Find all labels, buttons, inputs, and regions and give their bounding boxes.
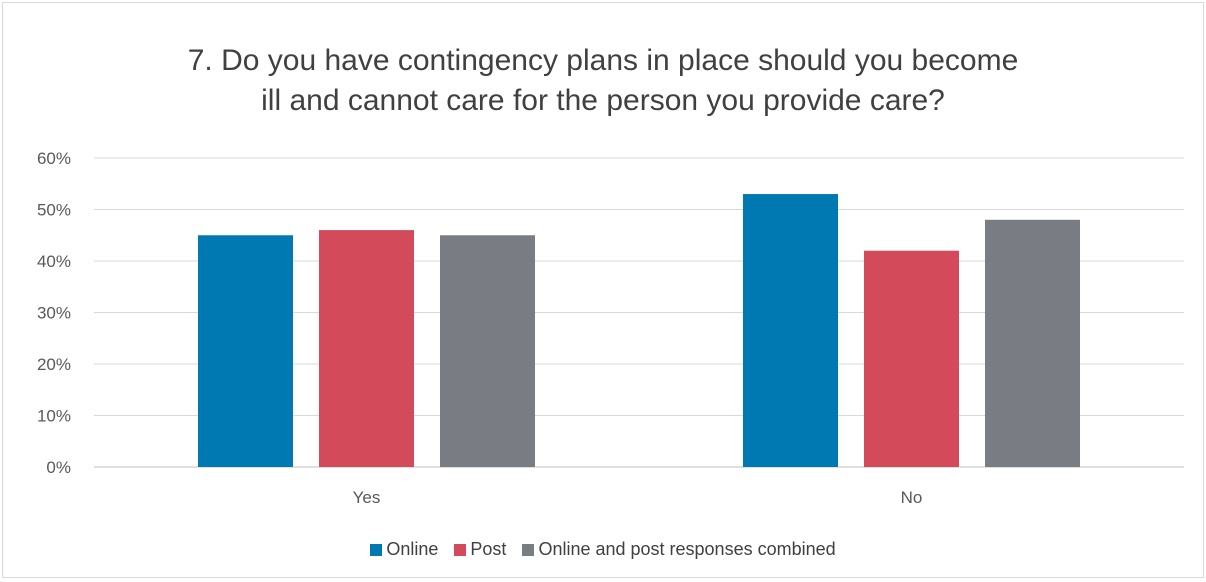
y-tick-label: 0% (46, 458, 71, 477)
legend-label-online: Online (386, 539, 439, 559)
chart-title-line-1: 7. Do you have contingency plans in plac… (187, 44, 1019, 77)
y-tick-label: 60% (37, 149, 71, 168)
chart-title-line-2: ill and cannot care for the person you p… (261, 84, 945, 117)
y-tick-label: 20% (37, 355, 71, 374)
y-tick-label: 40% (37, 252, 71, 271)
legend-swatch-combined (522, 543, 535, 556)
bar-yes-post (319, 230, 414, 467)
y-tick-label: 30% (37, 304, 71, 323)
plot-area: 0% 10% 20% 30% 40% 50% 60% Yes No (37, 149, 1184, 507)
legend-swatch-post (454, 543, 467, 556)
chart-title: 7. Do you have contingency plans in plac… (3, 41, 1203, 121)
legend-item-combined: Online and post responses combined (522, 539, 836, 560)
legend: Online Post Online and post responses co… (3, 539, 1203, 560)
x-tick-label: Yes (353, 488, 381, 507)
x-tick-label: No (901, 488, 923, 507)
y-tick-label: 10% (37, 407, 71, 426)
legend-item-online: Online (370, 539, 438, 560)
y-tick-label: 50% (37, 201, 71, 220)
bar-no-online (743, 194, 838, 468)
bar-yes-online-and-post-responses-combined (440, 235, 535, 467)
bar-no-online-and-post-responses-combined (985, 219, 1080, 467)
legend-item-post: Post (454, 539, 506, 560)
bar-yes-online (198, 235, 293, 467)
legend-label-combined: Online and post responses combined (538, 539, 836, 559)
legend-label-post: Post (470, 539, 507, 559)
bar-no-post (864, 250, 959, 467)
legend-swatch-online (370, 543, 383, 556)
